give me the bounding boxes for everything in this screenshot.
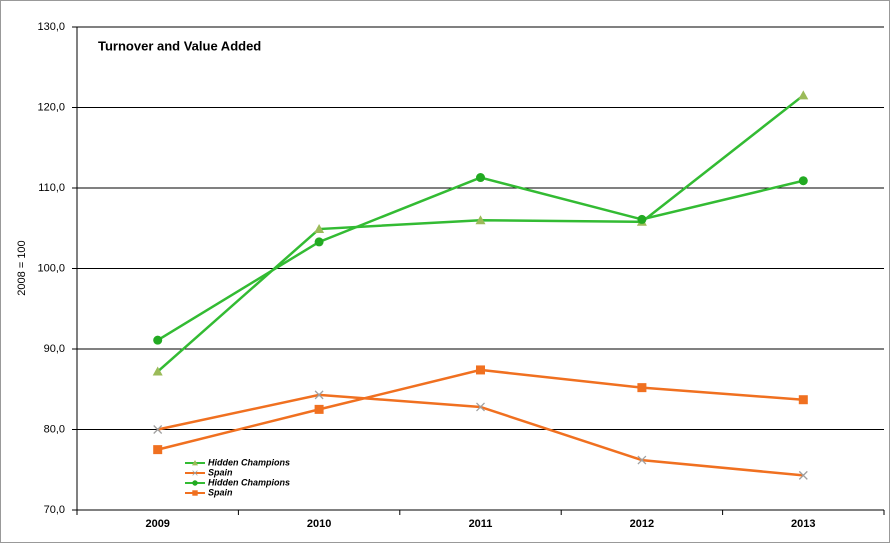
legend-marker xyxy=(192,480,198,486)
marker xyxy=(798,90,809,100)
chart-title: Turnover and Value Added xyxy=(98,38,261,53)
marker xyxy=(153,335,163,345)
marker xyxy=(314,404,324,414)
legend-marker xyxy=(192,470,198,476)
x-tick-label: 2010 xyxy=(307,518,331,530)
legend-label: Spain xyxy=(208,467,233,477)
marker xyxy=(637,455,647,465)
y-tick-label: 120,0 xyxy=(37,101,65,113)
marker xyxy=(637,383,647,393)
marker xyxy=(152,366,163,376)
legend-marker xyxy=(192,460,198,466)
legend-label: Spain xyxy=(208,487,233,497)
legend-label: Hidden Champions xyxy=(208,477,290,487)
legend-marker xyxy=(192,490,198,496)
marker xyxy=(476,173,485,183)
marker xyxy=(314,390,324,400)
x-tick-label: 2012 xyxy=(630,518,654,530)
y-tick-label: 130,0 xyxy=(37,21,65,33)
marker xyxy=(798,470,808,480)
marker xyxy=(314,224,325,234)
marker xyxy=(476,402,485,412)
marker xyxy=(798,176,808,186)
y-tick-label: 80,0 xyxy=(44,423,65,435)
y-tick-label: 70,0 xyxy=(44,504,65,516)
x-tick-label: 2011 xyxy=(469,518,493,530)
x-tick-label: 2009 xyxy=(145,518,169,530)
marker xyxy=(314,237,324,247)
legend-label: Hidden Champions xyxy=(208,457,290,467)
y-tick-label: 90,0 xyxy=(44,343,65,355)
y-tick-label: 110,0 xyxy=(38,182,65,194)
marker xyxy=(153,425,163,434)
marker xyxy=(637,214,647,224)
marker xyxy=(153,445,163,455)
x-tick-label: 2013 xyxy=(791,518,815,530)
y-tick-label: 100,0 xyxy=(37,262,65,274)
marker xyxy=(798,395,808,405)
marker xyxy=(476,365,485,375)
y-axis-label: 2008 = 100 xyxy=(16,240,28,295)
marker xyxy=(475,215,486,225)
